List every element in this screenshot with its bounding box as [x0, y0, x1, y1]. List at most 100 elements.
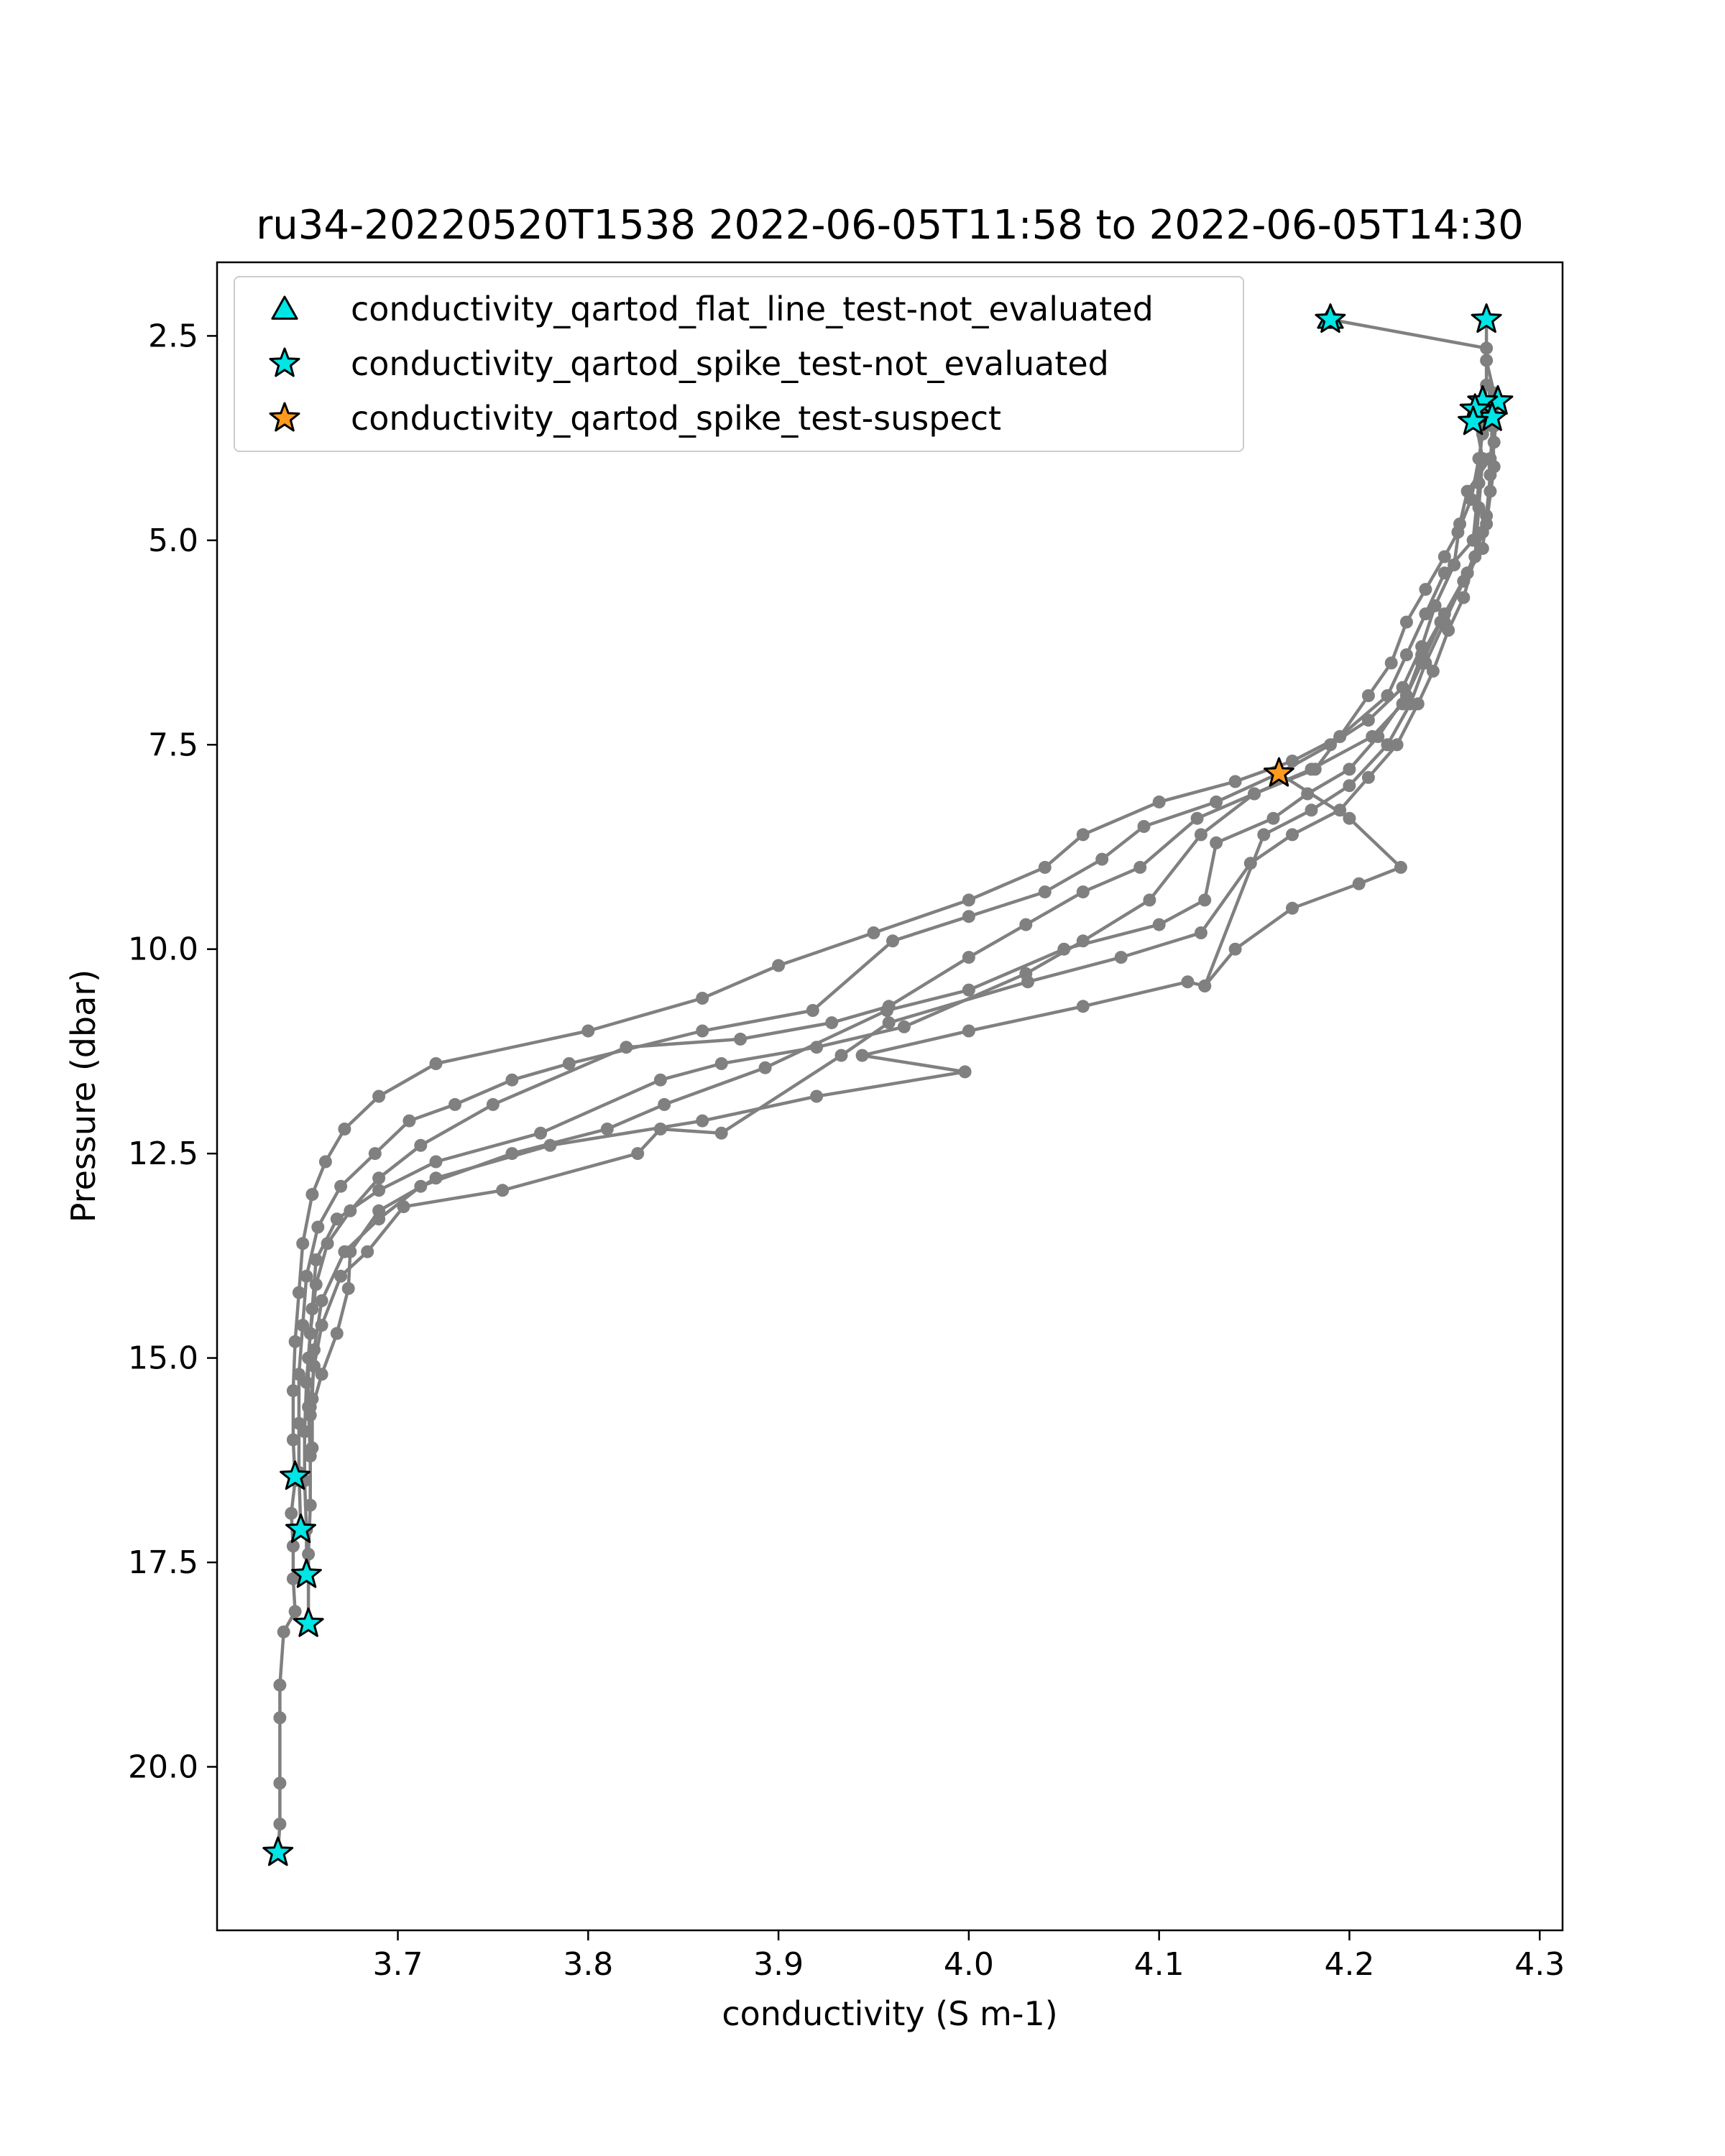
profile-point — [1152, 795, 1166, 808]
profile-point — [1114, 951, 1128, 964]
profile-point — [958, 1065, 972, 1079]
profile-point — [286, 1539, 300, 1553]
star-marker-series-2 — [1264, 757, 1294, 787]
profile-line-3 — [306, 409, 1485, 1624]
profile-point — [318, 1155, 332, 1169]
profile-point — [303, 1498, 317, 1512]
y-tick-label: 15.0 — [128, 1340, 198, 1377]
star-marker-series-1 — [1471, 303, 1502, 333]
profile-point — [620, 1041, 633, 1054]
star-marker-series-1 — [262, 1836, 294, 1866]
profile-point — [1476, 452, 1489, 466]
profile-point — [288, 1335, 302, 1348]
star-marker-series-1 — [1315, 303, 1346, 333]
profile-point — [543, 1138, 557, 1152]
profile-point — [292, 1368, 305, 1381]
profile-point — [1286, 828, 1299, 842]
profile-point — [273, 1777, 287, 1790]
profile-point — [496, 1184, 510, 1197]
profile-point — [273, 1818, 287, 1831]
x-tick-label: 3.7 — [373, 1946, 423, 1983]
legend-label: conductivity_qartod_spike_test-suspect — [351, 399, 1001, 438]
profile-point — [534, 1126, 548, 1140]
profile-point — [372, 1089, 386, 1103]
star-marker-series-1 — [291, 1558, 322, 1588]
profile-point — [631, 1147, 645, 1161]
profile-point — [1257, 828, 1271, 842]
profile-point — [806, 1004, 819, 1017]
profile-point — [429, 1057, 443, 1070]
profile-line-2 — [303, 400, 1494, 1575]
profile-point — [1419, 656, 1432, 670]
profile-point — [1143, 893, 1156, 907]
profile-point — [882, 1016, 896, 1030]
profile-point — [696, 992, 709, 1005]
profile-point — [330, 1212, 344, 1226]
profile-point — [1390, 738, 1404, 752]
flag-markers — [262, 303, 1514, 1866]
profile-point — [273, 1711, 287, 1725]
y-tick-label: 7.5 — [148, 727, 198, 763]
star-marker-series-1 — [293, 1607, 324, 1637]
profile-point — [1019, 918, 1033, 931]
profile-point — [1426, 664, 1440, 678]
profile-point — [1228, 942, 1242, 956]
star-marker-series-1 — [280, 1460, 310, 1490]
profile-point — [1480, 354, 1494, 367]
profile-point — [581, 1024, 595, 1038]
profile-point — [1487, 460, 1501, 474]
profile-point — [344, 1245, 357, 1258]
profile-point — [1438, 550, 1451, 563]
profile-point — [302, 1547, 316, 1561]
profile-point — [1361, 770, 1375, 784]
profile-point — [372, 1171, 386, 1185]
profile-point — [296, 1237, 310, 1250]
profile-point — [1472, 501, 1486, 515]
profile-point — [1394, 860, 1407, 874]
profile-point — [286, 1433, 300, 1447]
profile-point — [300, 1269, 313, 1283]
profile-point — [1371, 729, 1385, 743]
profile-point — [1248, 787, 1261, 801]
profile-point — [486, 1097, 500, 1111]
profile-point — [1352, 877, 1366, 890]
legend-box — [234, 276, 1244, 452]
profile-point — [1228, 775, 1242, 788]
profile-point — [758, 1061, 772, 1074]
profile-point — [1308, 763, 1322, 776]
x-tick-label: 3.8 — [563, 1946, 613, 1983]
x-axis: 3.7 3.8 3.9 4.0 4.1 4.2 4.3 — [373, 1930, 1565, 1983]
profile-point — [1324, 738, 1337, 752]
profile-point — [886, 934, 899, 948]
profile-point — [303, 1409, 317, 1422]
profile-point — [286, 1384, 300, 1398]
profile-point — [1095, 852, 1109, 866]
profile-point — [309, 1253, 323, 1266]
profile-point — [962, 910, 975, 923]
profile-point — [292, 1286, 305, 1299]
profile-point — [315, 1319, 328, 1332]
profile-point — [286, 1572, 300, 1585]
x-tick-label: 4.2 — [1324, 1946, 1374, 1983]
profile-point — [1152, 918, 1166, 931]
profile-point — [962, 893, 975, 907]
y-tick-label: 12.5 — [128, 1135, 198, 1172]
profile-point — [273, 1678, 287, 1692]
y-axis-label: Pressure (dbar) — [64, 969, 103, 1222]
profile-point — [414, 1138, 428, 1152]
profile-point — [1343, 763, 1356, 776]
profile-point — [1198, 893, 1212, 907]
profile-point — [361, 1245, 374, 1258]
profile-point — [1404, 697, 1417, 711]
profile-point — [296, 1319, 310, 1332]
profile-point — [305, 1441, 319, 1455]
profile-point — [658, 1097, 671, 1111]
profile-point — [429, 1171, 443, 1185]
profile-point — [1133, 860, 1147, 874]
profile-point — [288, 1605, 302, 1618]
x-tick-label: 3.9 — [753, 1946, 804, 1983]
profile-point — [600, 1123, 614, 1135]
profile-point — [825, 1016, 839, 1030]
profile-point — [962, 983, 975, 997]
